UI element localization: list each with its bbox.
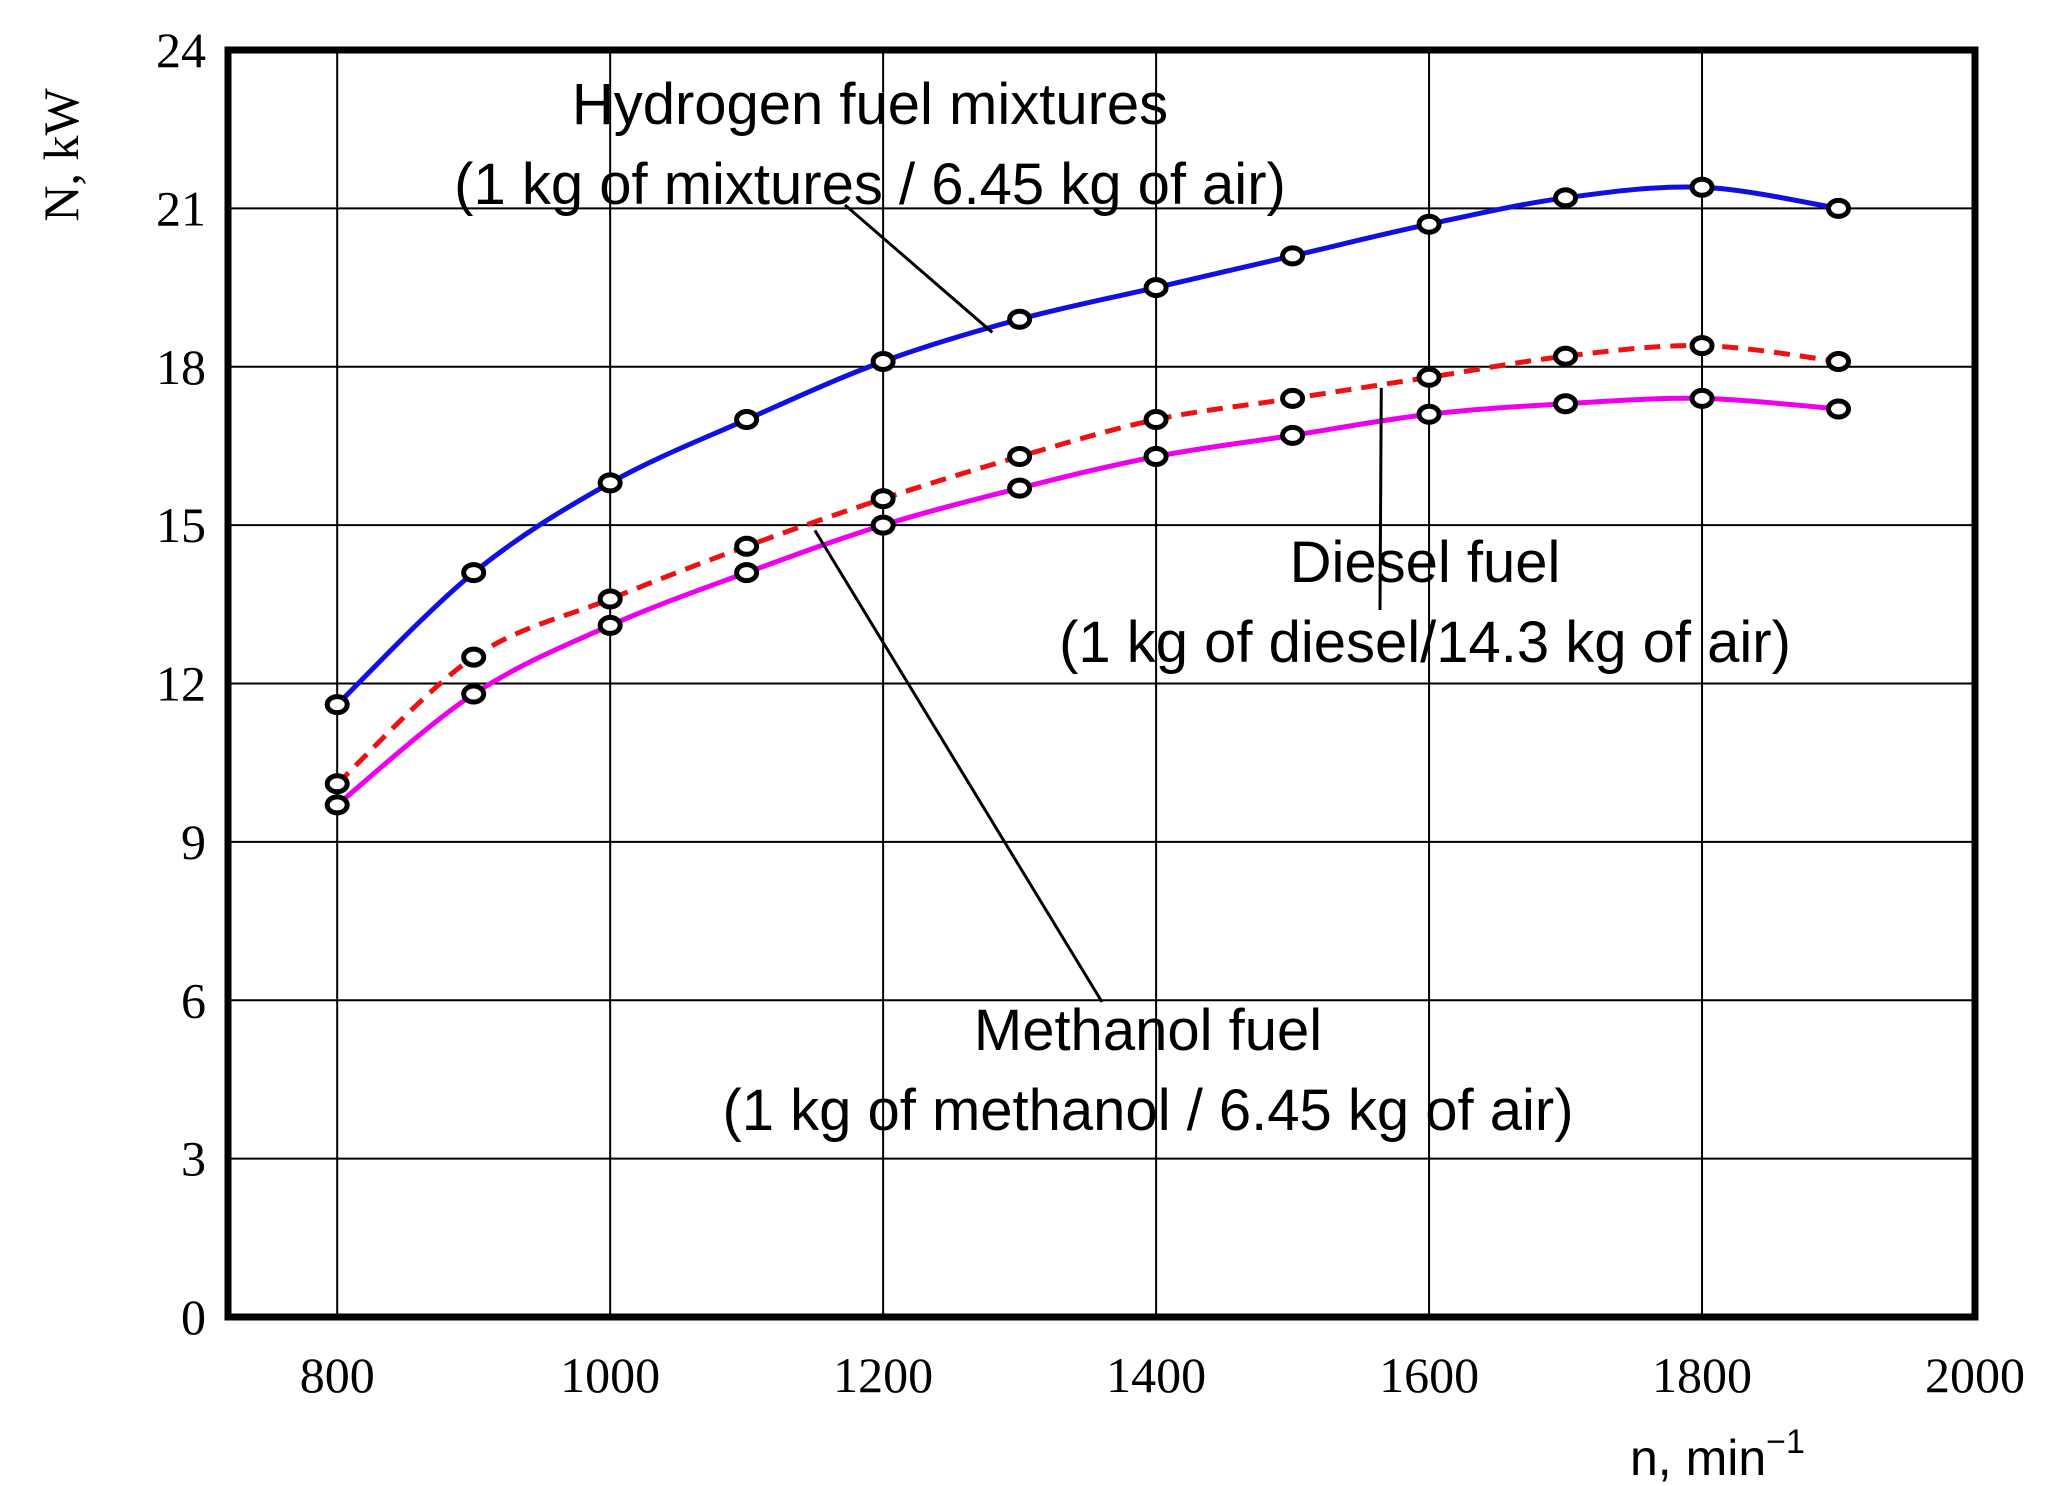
data-point-methanol xyxy=(461,683,487,705)
data-point-diesel xyxy=(1280,387,1306,409)
y-tick-label: 9 xyxy=(181,814,206,870)
x-tick-label: 800 xyxy=(300,1347,375,1403)
data-point-diesel xyxy=(1689,335,1715,357)
plot-frame xyxy=(224,46,1979,1321)
data-point-hydrogen xyxy=(1143,277,1169,299)
x-tick-label: 1000 xyxy=(560,1347,660,1403)
x-tick-label: 1800 xyxy=(1652,1347,1752,1403)
data-point-diesel xyxy=(870,488,896,510)
data-point-hydrogen xyxy=(324,694,350,716)
x-axis-label-text: n, min xyxy=(1630,1430,1766,1486)
data-point-diesel xyxy=(1143,409,1169,431)
x-tick-label: 1600 xyxy=(1379,1347,1479,1403)
data-point-diesel xyxy=(461,646,487,668)
series-markers xyxy=(324,176,1852,816)
annotations: Hydrogen fuel mixtures (1 kg of mixtures … xyxy=(454,72,1791,1143)
data-point-hydrogen xyxy=(1689,176,1715,198)
data-point-hydrogen xyxy=(734,409,760,431)
tick-labels: 800 1000 1200 1400 1600 1800 2000 0 3 6 9 12 15 18 21 2… xyxy=(156,22,2025,1403)
data-point-methanol xyxy=(1280,424,1306,446)
data-point-methanol xyxy=(1007,477,1033,499)
y-axis-label: N, kW xyxy=(33,88,89,222)
data-point-diesel xyxy=(1416,366,1442,388)
y-tick-label: 0 xyxy=(181,1289,206,1345)
annotation-diesel-line-1: Diesel fuel xyxy=(1290,530,1561,595)
grid-lines xyxy=(228,50,1975,1317)
data-point-methanol xyxy=(1826,398,1852,420)
data-point-hydrogen xyxy=(461,562,487,584)
y-tick-label: 24 xyxy=(156,22,206,78)
data-point-hydrogen xyxy=(597,472,623,494)
annotation-methanol-line-2: (1 kg of methanol / 6.45 kg of air) xyxy=(722,1078,1573,1143)
y-tick-label: 15 xyxy=(156,497,206,553)
data-point-methanol xyxy=(870,514,896,536)
data-point-methanol xyxy=(1689,387,1715,409)
y-tick-label: 6 xyxy=(181,972,206,1028)
x-axis-label-superscript: −1 xyxy=(1766,1423,1805,1461)
annotation-leader-hydrogen xyxy=(844,203,994,334)
data-point-methanol xyxy=(597,614,623,636)
data-point-hydrogen xyxy=(1826,197,1852,219)
data-point-diesel xyxy=(597,588,623,610)
data-point-hydrogen xyxy=(1007,308,1033,330)
series-line-diesel xyxy=(335,343,1839,786)
annotation-leader-methanol xyxy=(813,529,1104,1003)
data-point-methanol xyxy=(1416,403,1442,425)
x-tick-label: 1400 xyxy=(1106,1347,1206,1403)
annotation-hydrogen-line-2: (1 kg of mixtures / 6.45 kg of air) xyxy=(454,152,1286,217)
data-point-hydrogen xyxy=(1280,245,1306,267)
data-point-diesel xyxy=(1553,345,1579,367)
annotation-methanol-line-1: Methanol fuel xyxy=(974,998,1322,1063)
data-point-diesel xyxy=(1826,350,1852,372)
annotation-leader-diesel xyxy=(1378,387,1383,611)
y-tick-label: 12 xyxy=(156,656,206,712)
data-point-diesel xyxy=(1007,445,1033,467)
series-line-methanol xyxy=(335,395,1839,807)
y-tick-label: 3 xyxy=(181,1131,206,1187)
y-tick-label: 18 xyxy=(156,339,206,395)
annotation-leaders xyxy=(813,203,1383,1003)
data-point-hydrogen xyxy=(870,350,896,372)
data-point-hydrogen xyxy=(1416,213,1442,235)
data-point-methanol xyxy=(734,562,760,584)
data-point-methanol xyxy=(1143,445,1169,467)
y-tick-label: 21 xyxy=(156,180,206,236)
data-point-methanol xyxy=(324,794,350,816)
data-point-diesel xyxy=(324,773,350,795)
annotation-diesel-line-2: (1 kg of diesel/14.3 kg of air) xyxy=(1059,610,1791,675)
series-lines xyxy=(335,184,1839,807)
x-axis-label: n, min−1 xyxy=(1630,1423,1805,1486)
data-point-methanol xyxy=(1553,393,1579,415)
x-tick-label: 1200 xyxy=(833,1347,933,1403)
annotation-hydrogen-line-1: Hydrogen fuel mixtures xyxy=(572,72,1168,137)
data-point-diesel xyxy=(734,535,760,557)
data-point-hydrogen xyxy=(1553,187,1579,209)
x-tick-label: 2000 xyxy=(1925,1347,2025,1403)
